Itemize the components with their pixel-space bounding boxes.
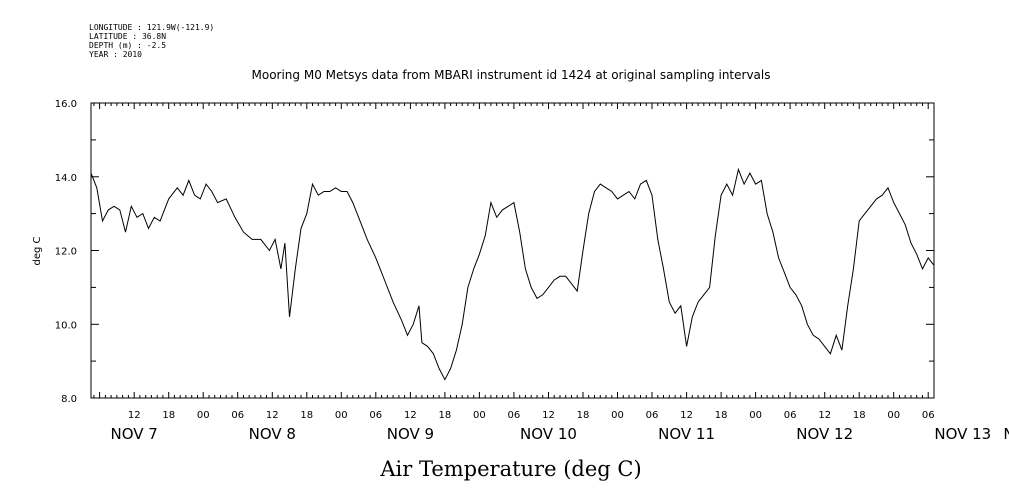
x-tick-label: 12 (680, 410, 693, 421)
y-tick-label: 10.0 (55, 320, 77, 331)
x-tick-label: 18 (715, 410, 728, 421)
x-tick-label: 18 (439, 410, 452, 421)
x-tick-label: 06 (784, 410, 797, 421)
y-axis-label: deg C (32, 236, 43, 265)
x-tick-label: 00 (473, 410, 486, 421)
x-day-label: NOV 9 (387, 425, 434, 443)
x-tick-label: 00 (749, 410, 762, 421)
x-tick-label: 18 (162, 410, 175, 421)
y-tick-label: 16.0 (55, 99, 77, 110)
x-tick-label: 06 (922, 410, 935, 421)
x-day-label: NOV 11 (658, 425, 715, 443)
x-day-label: NOV 7 (111, 425, 158, 443)
x-axis-title: Air Temperature (deg C) (379, 457, 641, 481)
y-tick-label: 14.0 (55, 173, 77, 184)
x-tick-label: 00 (611, 410, 624, 421)
x-day-label: NOV 8 (249, 425, 296, 443)
x-tick-label: 06 (646, 410, 659, 421)
x-day-label: NOV 13 (934, 425, 991, 443)
x-tick-label: 12 (542, 410, 555, 421)
x-tick-label: 12 (266, 410, 279, 421)
x-tick-label: 06 (508, 410, 521, 421)
x-tick-label: 00 (197, 410, 210, 421)
x-tick-label: 18 (577, 410, 590, 421)
longitude-text: LONGITUDE : 121.9W(-121.9) (89, 23, 214, 32)
x-tick-label: 18 (300, 410, 313, 421)
x-tick-label: 00 (887, 410, 900, 421)
x-tick-label: 18 (853, 410, 866, 421)
x-tick-label: 06 (369, 410, 382, 421)
x-tick-label: 00 (335, 410, 348, 421)
latitude-text: LATITUDE : 36.8N (89, 32, 166, 41)
series-line-air-temperature (90, 167, 935, 381)
x-tick-label: 06 (231, 410, 244, 421)
y-tick-label: 8.0 (61, 394, 77, 405)
x-day-label: NOV 10 (520, 425, 577, 443)
chart-title: Mooring M0 Metsys data from MBARI instru… (252, 68, 771, 82)
axes: 12 18 00 06 12 18 00 06 12 18 00 06 12 18 00 06 12 18 00 06… (55, 99, 1009, 443)
x-tick-label: 12 (128, 410, 141, 421)
depth-text: DEPTH (m) : -2.5 (89, 41, 166, 50)
y-tick-label: 12.0 (55, 247, 77, 258)
plot-frame (90, 102, 935, 399)
x-tick-label: 12 (818, 410, 831, 421)
x-tick-label: 12 (404, 410, 417, 421)
x-day-label: NOV 14 (1003, 425, 1009, 443)
year-text: YEAR : 2010 (89, 50, 142, 59)
mooring-metadata: LONGITUDE : 121.9W(-121.9) LATITUDE : 36… (89, 23, 214, 59)
x-day-label: NOV 12 (796, 425, 853, 443)
